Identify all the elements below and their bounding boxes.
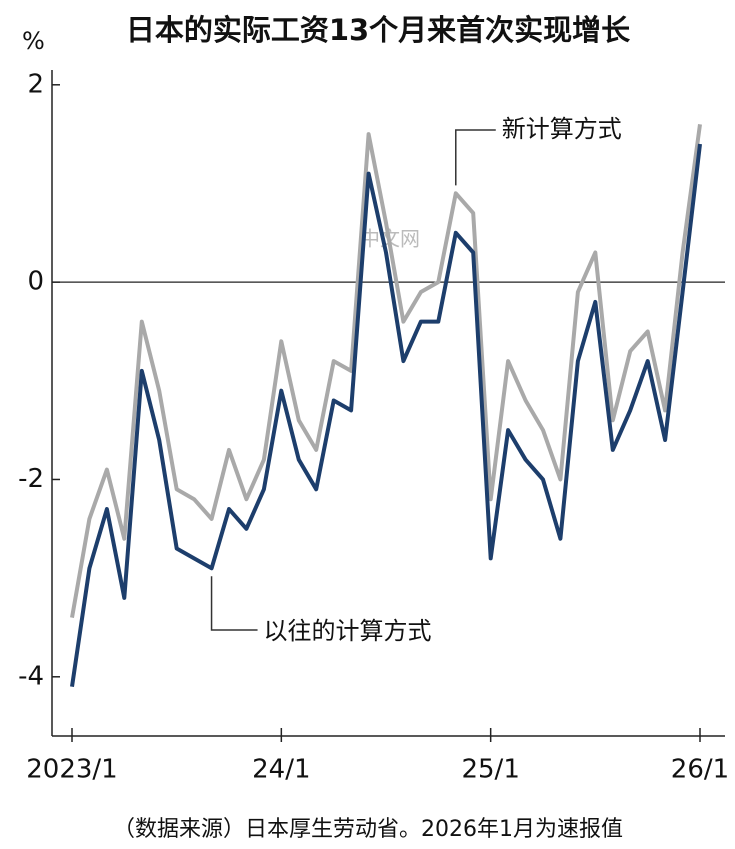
y-tick-label: 0 <box>27 267 44 297</box>
annotation-leader <box>455 129 496 186</box>
chart-title: 日本的实际工资13个月来首次实现增长 <box>126 13 631 47</box>
y-tick-label: -4 <box>18 661 44 691</box>
series-annotation: 以往的计算方式 <box>264 617 432 645</box>
x-tick-label: 26/1 <box>671 755 729 785</box>
series-line <box>70 124 702 618</box>
y-tick-label: 2 <box>27 69 44 99</box>
y-tick-label: -2 <box>18 464 44 494</box>
series-annotation: 新计算方式 <box>502 115 622 143</box>
y-axis-unit: % <box>22 27 45 55</box>
x-tick-label: 25/1 <box>461 755 519 785</box>
source-note: （数据来源）日本厚生劳动省。2026年1月为速报值 <box>113 817 623 842</box>
x-tick-label: 24/1 <box>252 755 310 785</box>
x-tick-label: 2023/1 <box>26 755 117 785</box>
annotation-leader <box>210 576 258 631</box>
series-line <box>70 143 702 687</box>
